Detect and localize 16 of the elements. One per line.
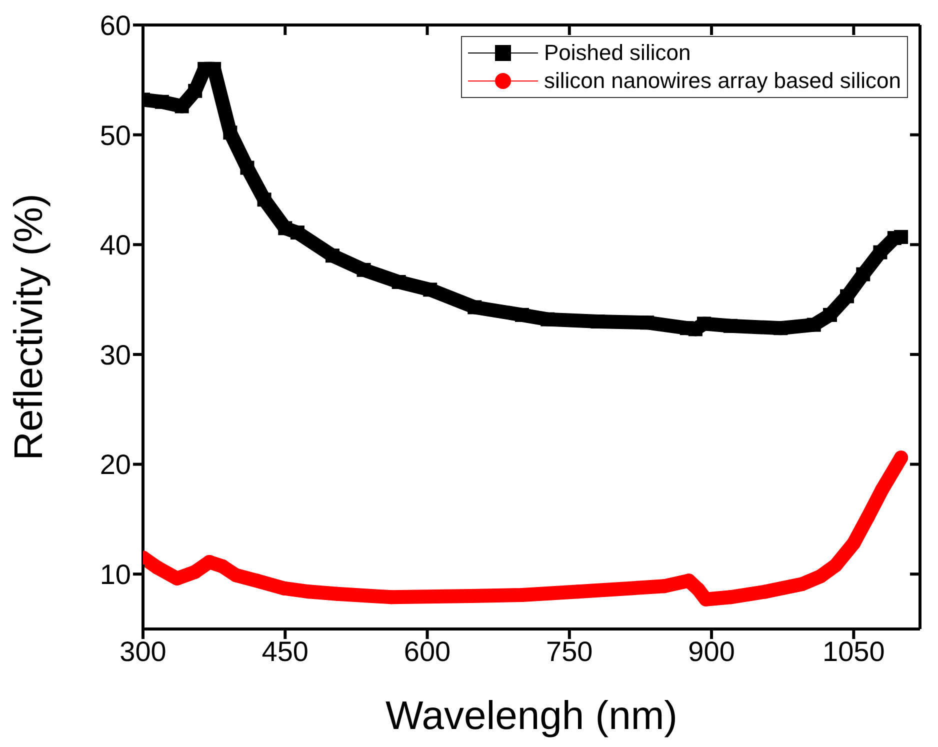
y-tick-label: 10	[100, 559, 131, 590]
x-tick-label: 1050	[822, 636, 885, 667]
x-axis-title: Wavelengh (nm)	[386, 694, 678, 738]
y-tick-label: 20	[100, 449, 131, 480]
x-tick-label: 300	[120, 636, 166, 667]
legend-label: silicon nanowires array based silicon	[544, 68, 901, 94]
y-tick-label: 30	[100, 339, 131, 370]
x-tick-label: 750	[546, 636, 593, 667]
y-tick-label: 60	[100, 10, 131, 41]
y-axis-title: Reflectivity (%)	[7, 194, 52, 460]
y-tick-label: 50	[100, 120, 131, 151]
x-tick-label: 450	[262, 636, 308, 667]
y-tick-label: 40	[100, 230, 131, 261]
x-tick-label: 600	[404, 636, 451, 667]
x-tick-label: 900	[688, 636, 735, 667]
legend-label: Poished silicon	[544, 40, 691, 66]
